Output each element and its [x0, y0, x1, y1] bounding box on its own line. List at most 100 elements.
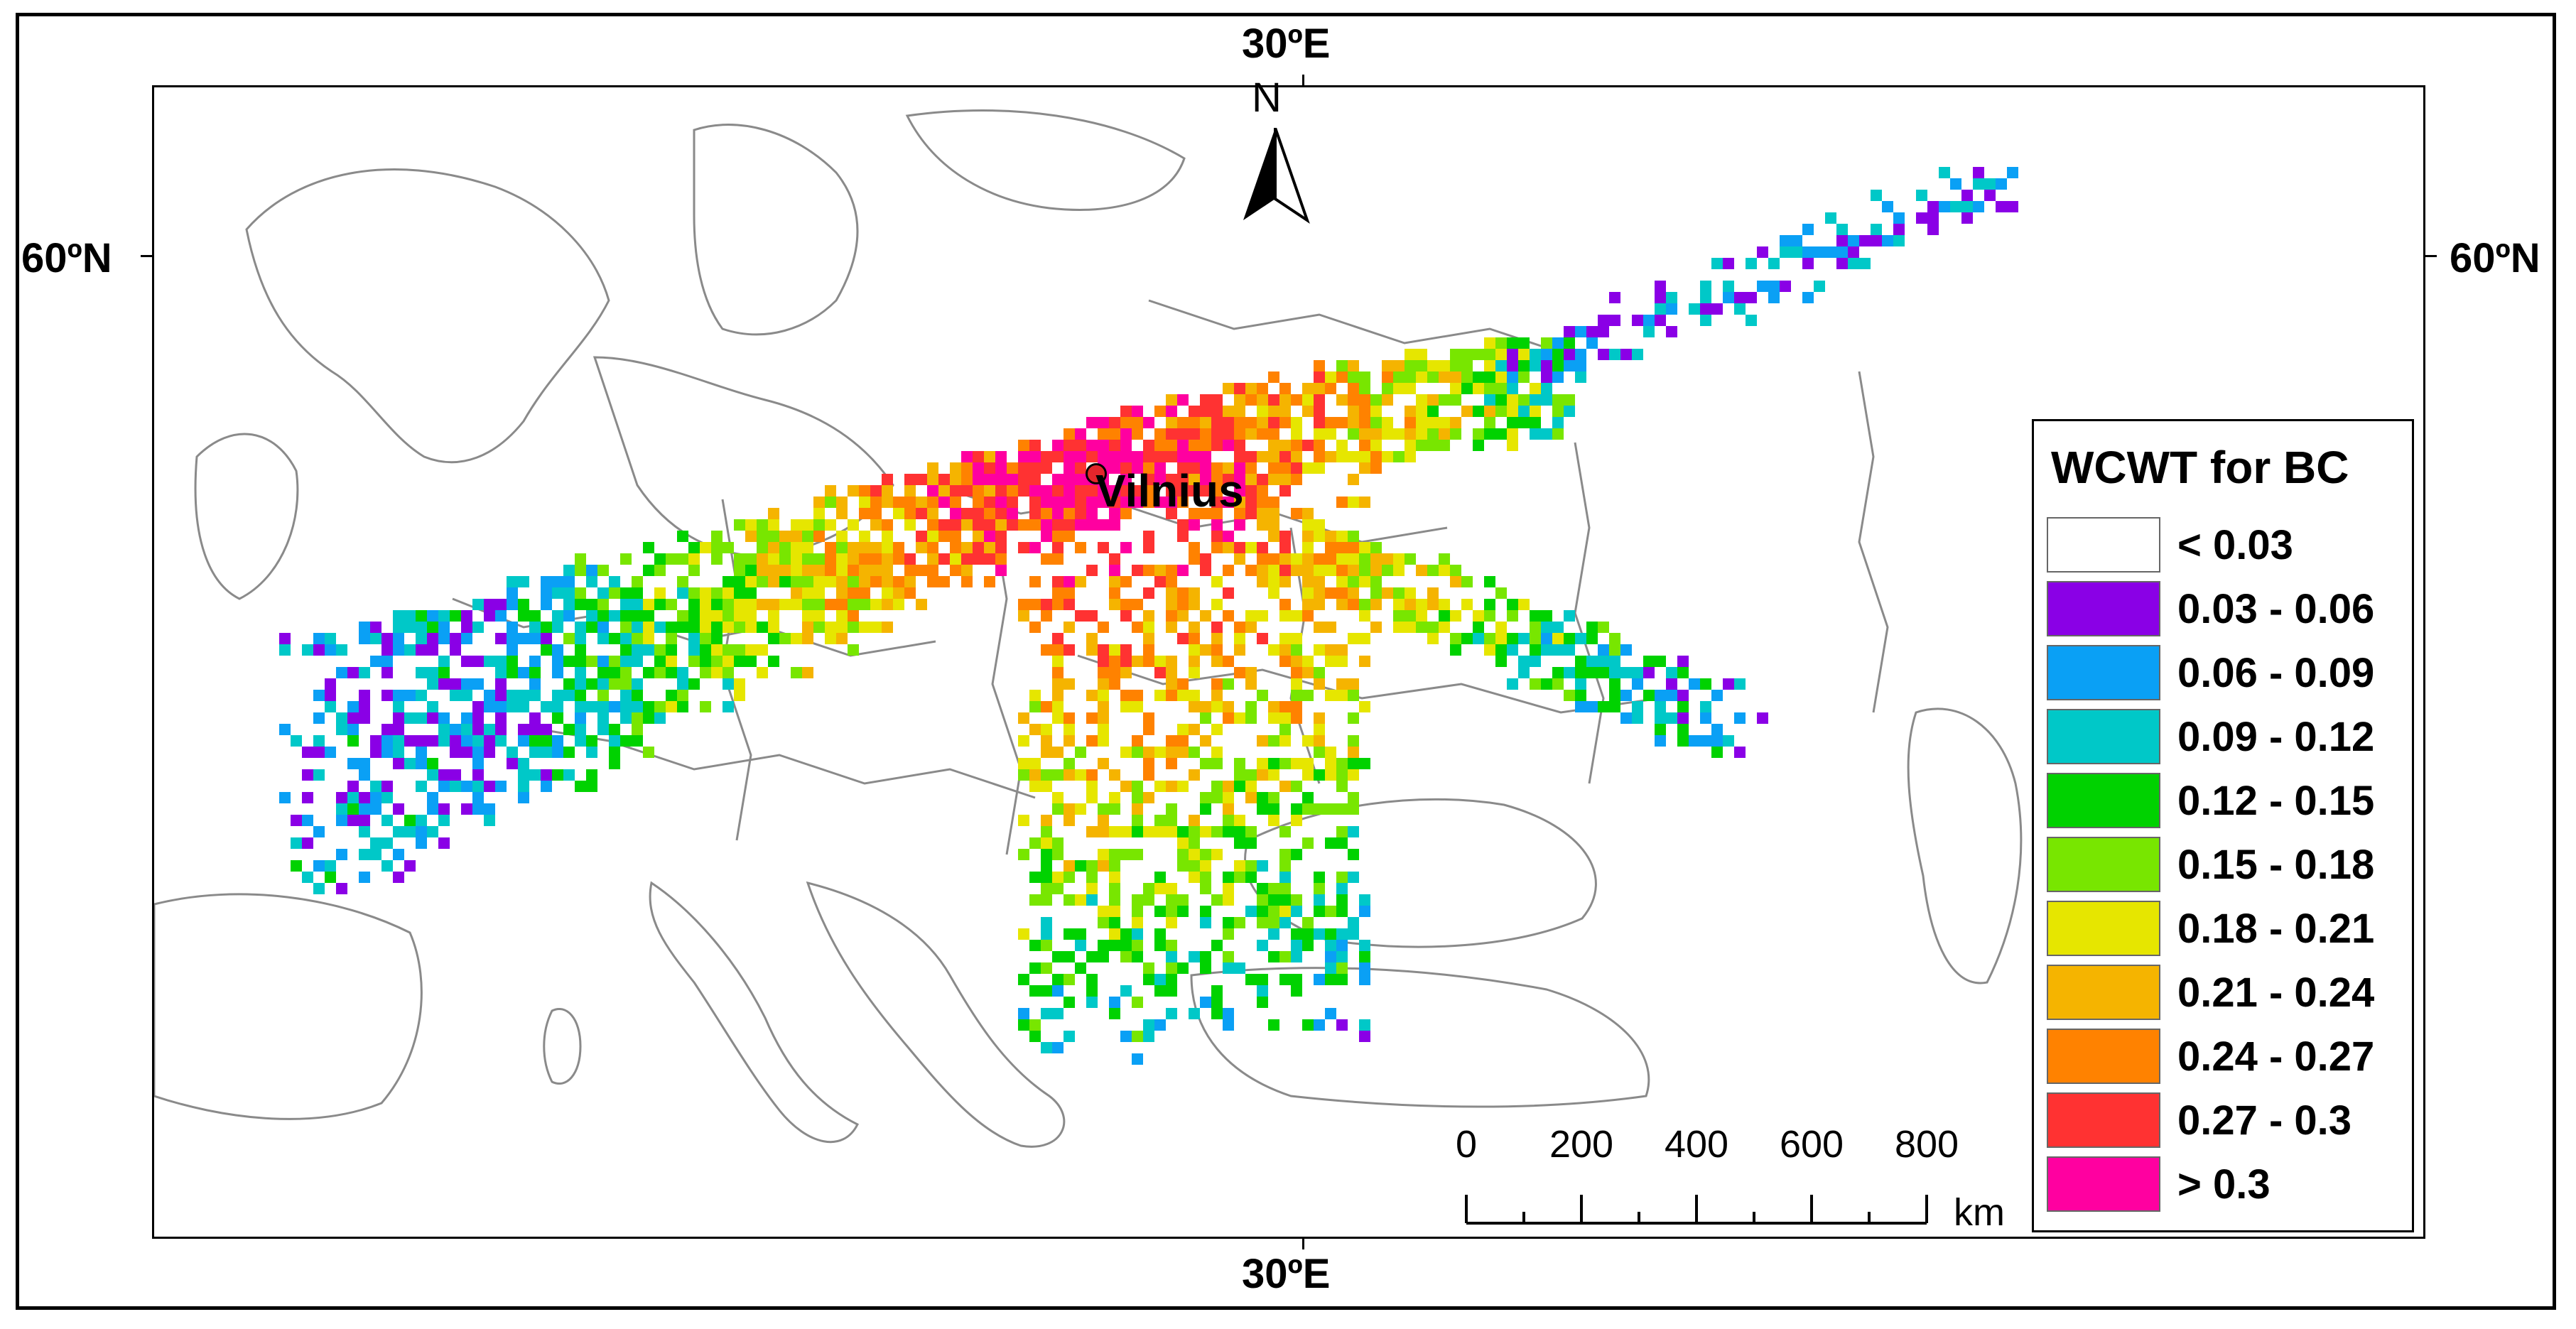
grid-cell — [1098, 497, 1109, 508]
vilnius-marker[interactable] — [1086, 463, 1107, 484]
grid-cell — [1166, 962, 1177, 974]
grid-cell — [472, 803, 484, 815]
grid-cell — [347, 724, 359, 735]
grid-cell — [1427, 371, 1439, 383]
grid-cell — [1143, 974, 1154, 985]
grid-cell — [1609, 292, 1620, 303]
grid-cell — [541, 747, 552, 758]
grid-cell — [734, 656, 745, 667]
grid-cell — [1098, 951, 1109, 962]
grid-cell — [1257, 565, 1268, 576]
grid-cell — [1575, 701, 1586, 712]
grid-cell — [1484, 576, 1495, 587]
grid-cell — [1223, 1019, 1234, 1031]
grid-cell — [927, 508, 938, 519]
grid-cell — [1746, 292, 1757, 303]
grid-cell — [1336, 587, 1348, 599]
grid-cell — [1416, 417, 1427, 428]
grid-cell — [1245, 872, 1257, 883]
grid-cell — [1018, 542, 1029, 553]
grid-cell — [404, 860, 416, 872]
grid-cell — [1064, 599, 1075, 610]
grid-cell — [1098, 917, 1109, 928]
grid-cell — [1336, 906, 1348, 917]
grid-cell — [1154, 906, 1166, 917]
grid-cell — [1450, 417, 1461, 428]
grid-cell — [1086, 985, 1098, 997]
grid-cell — [1132, 803, 1143, 815]
grid-cell — [1314, 462, 1325, 474]
grid-cell — [904, 587, 916, 599]
grid-cell — [541, 781, 552, 792]
grid-cell — [1348, 360, 1359, 371]
grid-cell — [1041, 962, 1052, 974]
grid-cell — [1064, 758, 1075, 769]
grid-cell — [1200, 428, 1211, 440]
grid-cell — [1075, 860, 1086, 872]
grid-cell — [1064, 485, 1075, 497]
grid-cell — [825, 622, 836, 633]
grid-cell — [1586, 656, 1598, 667]
grid-cell — [1189, 690, 1200, 701]
grid-cell — [1257, 985, 1268, 997]
grid-cell — [1814, 246, 1825, 258]
grid-cell — [1291, 451, 1302, 462]
grid-cell — [1052, 883, 1064, 894]
grid-cell — [484, 610, 495, 622]
grid-cell — [632, 656, 643, 667]
grid-cell — [632, 633, 643, 644]
grid-cell — [1211, 406, 1223, 417]
grid-cell — [1052, 1042, 1064, 1053]
grid-cell — [1189, 826, 1200, 837]
grid-cell — [904, 519, 916, 531]
grid-cell — [1041, 1042, 1052, 1053]
grid-cell — [882, 542, 893, 553]
grid-cell — [1780, 235, 1791, 246]
grid-cell — [518, 758, 529, 769]
grid-cell — [643, 633, 654, 644]
grid-cell — [1711, 735, 1723, 747]
grid-cell — [1223, 894, 1234, 906]
grid-cell — [529, 678, 541, 690]
grid-cell — [1302, 519, 1314, 531]
grid-cell — [1632, 678, 1643, 690]
grid-cell — [1109, 644, 1120, 656]
grid-cell — [1064, 951, 1075, 962]
grid-cell — [1302, 383, 1314, 394]
grid-cell — [381, 644, 393, 656]
grid-cell — [1405, 451, 1416, 462]
iberia-coast — [154, 893, 423, 1120]
grid-cell — [1677, 667, 1689, 678]
grid-cell — [1495, 633, 1507, 644]
grid-cell — [1564, 610, 1575, 622]
grid-cell — [1700, 678, 1711, 690]
legend-label: 0.12 - 0.15 — [2177, 778, 2375, 824]
grid-cell — [1609, 644, 1620, 656]
grid-cell — [1677, 690, 1689, 701]
grid-cell — [1882, 235, 1893, 246]
grid-cell — [1552, 394, 1564, 406]
grid-cell — [1405, 553, 1416, 565]
map-canvas[interactable] — [154, 87, 2423, 1237]
grid-cell — [984, 576, 995, 587]
grid-cell — [1120, 417, 1132, 428]
grid-cell — [1291, 440, 1302, 451]
grid-cell — [1359, 940, 1370, 951]
grid-cell — [1279, 576, 1291, 587]
grid-cell — [1211, 633, 1223, 644]
grid-cell — [1723, 258, 1734, 269]
grid-cell — [1223, 826, 1234, 837]
grid-cell — [495, 656, 507, 667]
grid-cell — [1041, 985, 1052, 997]
grid-cell — [1268, 417, 1279, 428]
grid-cell — [1245, 667, 1257, 678]
grid-cell — [1268, 735, 1279, 747]
grid-cell — [1530, 633, 1541, 644]
grid-cell — [620, 712, 632, 724]
grid-cell — [1143, 462, 1154, 474]
grid-cell — [1211, 474, 1223, 485]
grid-cell — [1177, 462, 1189, 474]
grid-cell — [723, 587, 734, 599]
grid-cell — [1166, 974, 1177, 985]
grid-cell — [1530, 360, 1541, 371]
